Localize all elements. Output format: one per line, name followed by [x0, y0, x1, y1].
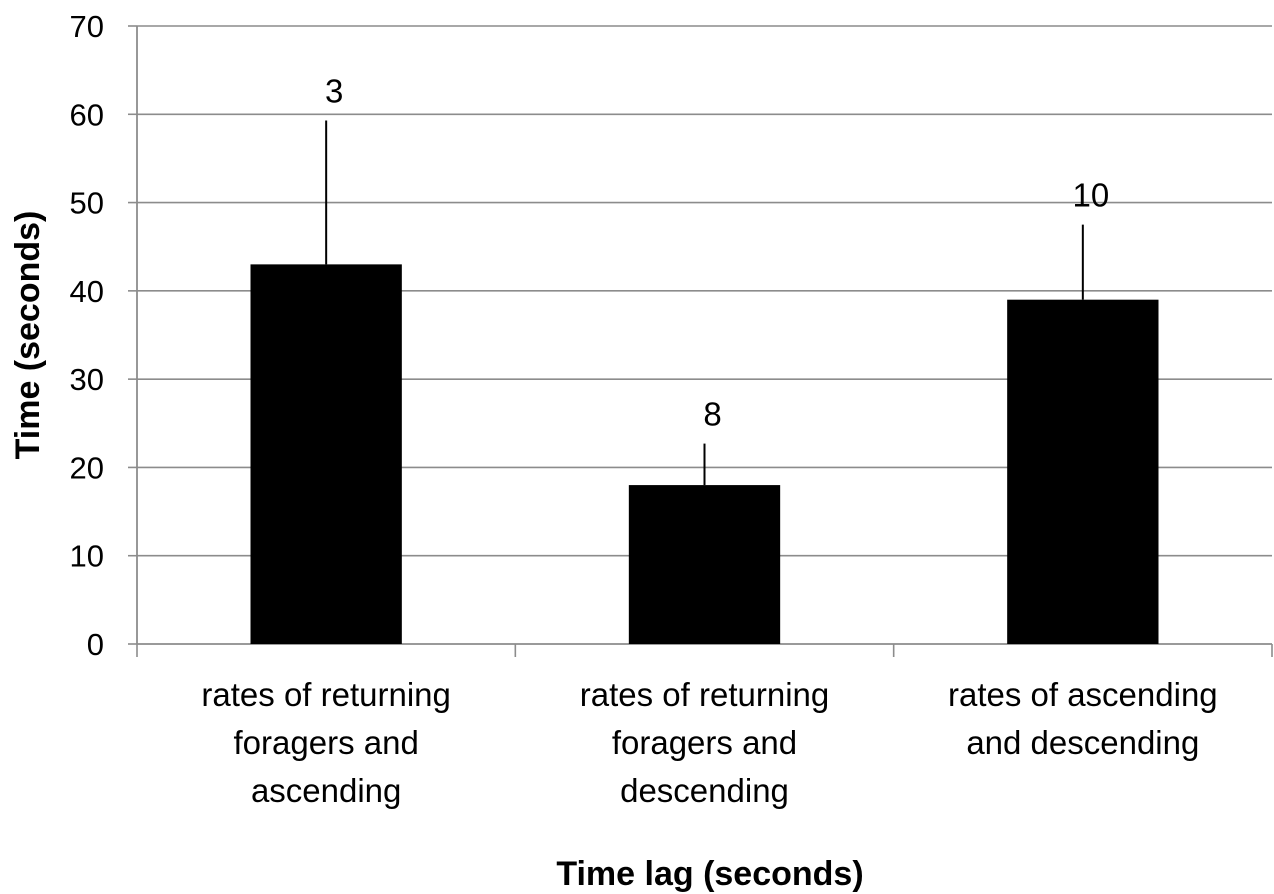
x-category-label: rates of returning foragers and ascending [201, 676, 450, 809]
data-labels: 3 8 10 [325, 72, 1109, 432]
y-tick-label: 40 [70, 274, 104, 309]
bars [250, 264, 1159, 644]
x-category-label-line: ascending [251, 772, 401, 809]
data-label: 3 [325, 72, 343, 109]
x-category-label-line: foragers and [612, 724, 797, 761]
x-category-label: rates of returning foragers and descending [580, 676, 829, 809]
x-category-labels: rates of returning foragers and ascendingr… [201, 676, 1217, 809]
x-category-label-line: and descending [966, 724, 1199, 761]
x-category-label-line: rates of ascending [948, 676, 1218, 713]
y-tick-label: 70 [70, 9, 104, 44]
x-category-label-line: rates of returning [201, 676, 450, 713]
x-category-label: rates of ascending and descending [948, 676, 1218, 761]
y-tick-label: 30 [70, 362, 104, 397]
data-label: 10 [1072, 177, 1109, 214]
x-category-label-line: rates of returning [580, 676, 829, 713]
y-tick-label: 60 [70, 97, 104, 132]
y-tick-label: 50 [70, 186, 104, 221]
y-tick-label: 10 [70, 539, 104, 574]
data-label: 8 [703, 396, 721, 433]
y-tick-label: 0 [87, 627, 104, 662]
x-axis-title: Time lag (seconds) [556, 855, 863, 893]
y-tick-labels: 0 10 20 30 40 50 60 70 [70, 9, 104, 662]
y-tick-label: 20 [70, 450, 104, 485]
x-category-label-line: foragers and [234, 724, 419, 761]
bar [1007, 299, 1159, 644]
x-category-label-line: descending [620, 772, 789, 809]
bar [628, 485, 781, 644]
bar [250, 264, 402, 644]
y-axis-title: Time (seconds) [9, 211, 47, 460]
error-bars [325, 120, 1084, 486]
